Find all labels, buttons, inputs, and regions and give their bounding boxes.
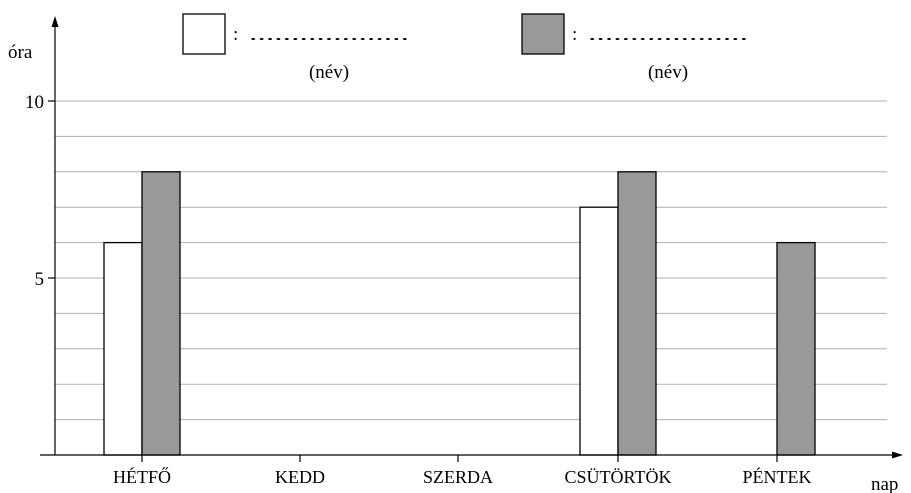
x-tick-label: CSÜTÖRTÖK xyxy=(565,467,672,487)
x-tick-label: KEDD xyxy=(275,467,325,487)
x-axis-arrow xyxy=(892,451,903,459)
x-tick-label: SZERDA xyxy=(423,467,493,487)
legend-name-blank: ................... xyxy=(588,25,748,44)
bar-1-0 xyxy=(103,241,143,456)
grid-lines xyxy=(55,100,887,421)
x-tick-labels: HÉTFŐ KEDD SZERDA CSÜTÖRTÖK PÉNTEK xyxy=(113,455,812,487)
bar-2-3 xyxy=(617,171,657,456)
legend-name-blank: ................... xyxy=(249,25,409,44)
legend-caption: (név) xyxy=(648,62,688,83)
x-tick-label: HÉTFŐ xyxy=(113,466,171,487)
x-tick-label: PÉNTEK xyxy=(743,466,812,487)
x-axis-label: nap xyxy=(871,474,898,493)
y-axis-arrow xyxy=(51,16,59,27)
legend-colon: : xyxy=(572,24,577,45)
bar-2-0 xyxy=(141,171,181,456)
legend-swatch-2 xyxy=(521,13,565,55)
bar-2-4 xyxy=(776,241,816,456)
bar-1-3 xyxy=(579,206,619,456)
legend-swatch-1 xyxy=(182,13,226,55)
legend-colon: : xyxy=(233,24,238,45)
y-axis-label: óra xyxy=(8,42,33,63)
y-tick-label: 10 xyxy=(25,92,44,113)
y-tick-labels: 5 10 xyxy=(25,92,55,290)
y-tick-label: 5 xyxy=(35,269,45,290)
legend-caption: (név) xyxy=(309,62,349,83)
legend: : ................... (név):..............… xyxy=(182,13,748,83)
axes xyxy=(40,16,903,459)
